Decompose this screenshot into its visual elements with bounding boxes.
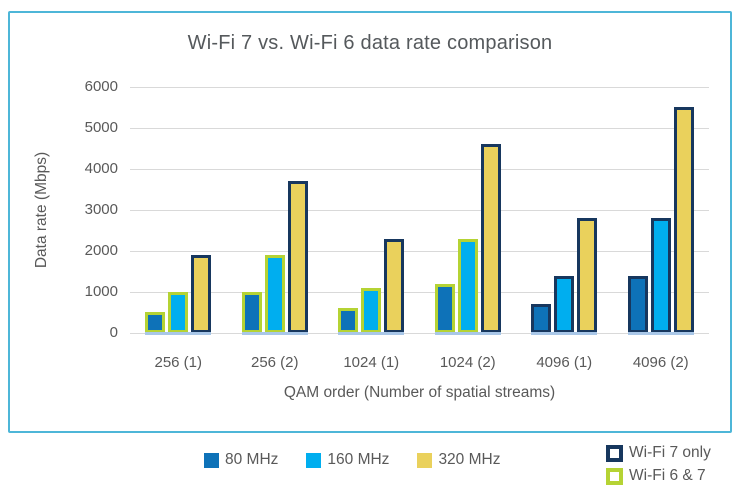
group-baseline <box>434 332 501 335</box>
y-tick-label: 6000 <box>84 78 118 95</box>
bar-groups <box>130 87 710 335</box>
y-tick-label: 1000 <box>84 283 118 300</box>
group-baseline <box>241 332 308 335</box>
legend-swatch-outline <box>606 444 623 462</box>
bar-160mhz-1024-2- <box>457 239 478 333</box>
x-tick-label: 256 (2) <box>250 354 299 371</box>
gridline <box>130 87 709 88</box>
bar-320mhz-256-1- <box>191 255 212 333</box>
legend-swatch-filled <box>204 452 219 468</box>
bar-320mhz-1024-1- <box>384 239 405 333</box>
legend-label: Wi-Fi 6 & 7 <box>629 467 706 484</box>
x-tick-label: 1024 (2) <box>439 354 496 371</box>
y-axis-tick-labels: 6000 5000 4000 3000 2000 1000 0 <box>48 78 118 341</box>
legend-item-wifi6and7: Wi-Fi 6 & 7 <box>606 467 711 485</box>
legend-outline: Wi-Fi 7 only Wi-Fi 6 & 7 <box>606 444 711 485</box>
group-baseline <box>627 332 694 335</box>
x-tick-label: 1024 (1) <box>343 354 400 371</box>
y-tick-label: 4000 <box>84 160 118 177</box>
gridline <box>130 210 709 211</box>
bar-160mhz-4096-2- <box>650 218 671 333</box>
x-axis-tick-labels: 256 (1) 256 (2) 1024 (1) 1024 (2) 4096 (1) 40… <box>130 354 709 371</box>
bar-320mhz-4096-1- <box>577 218 598 333</box>
plot-area <box>130 87 710 335</box>
legend-bandwidth: 80 MHz 160 MHz 320 MHz <box>204 451 500 469</box>
bar-group <box>227 87 324 335</box>
x-tick-label: 256 (1) <box>154 354 203 371</box>
bar-160mhz-256-1- <box>168 292 189 333</box>
x-axis-title: QAM order (Number of spatial streams) <box>283 384 556 401</box>
chart-title: Wi-Fi 7 vs. Wi-Fi 6 data rate comparison <box>187 32 553 54</box>
group-baseline <box>531 332 598 335</box>
chart-frame: Wi-Fi 7 vs. Wi-Fi 6 data rate comparison… <box>8 11 732 433</box>
bar-80mhz-1024-2- <box>434 284 455 333</box>
legend-item-160mhz: 160 MHz <box>306 451 389 469</box>
y-tick-label: 0 <box>109 324 118 341</box>
group-baseline <box>338 332 405 335</box>
bar-group <box>516 87 613 335</box>
gridline <box>130 128 709 129</box>
bar-160mhz-256-2- <box>264 255 285 333</box>
legend-item-wifi7only: Wi-Fi 7 only <box>606 444 711 462</box>
bar-80mhz-1024-1- <box>338 308 359 333</box>
legend-label: 160 MHz <box>327 451 390 468</box>
legend-item-320mhz: 320 MHz <box>417 451 500 469</box>
legend-swatch-filled <box>306 452 322 468</box>
y-tick-label: 3000 <box>84 201 118 218</box>
bar-group <box>613 87 710 335</box>
y-tick-label: 2000 <box>84 242 118 259</box>
bar-80mhz-256-2- <box>241 292 262 333</box>
x-tick-label: 4096 (1) <box>536 354 593 371</box>
gridline <box>130 251 709 252</box>
bar-160mhz-1024-1- <box>361 288 382 333</box>
gridline <box>130 169 709 170</box>
bar-group <box>323 87 420 335</box>
x-tick-label: 4096 (2) <box>632 354 689 371</box>
bar-80mhz-256-1- <box>145 312 166 333</box>
gridline <box>130 333 709 334</box>
bar-group <box>130 87 227 335</box>
bar-160mhz-4096-1- <box>554 276 575 333</box>
legend-swatch-outline <box>606 467 623 485</box>
legend-label: Wi-Fi 7 only <box>629 444 711 461</box>
legend-item-80mhz: 80 MHz <box>204 451 278 469</box>
bar-group <box>420 87 517 335</box>
y-tick-label: 5000 <box>84 119 118 136</box>
bar-80mhz-4096-2- <box>627 276 648 333</box>
legend-label: 320 MHz <box>438 451 501 468</box>
legend-label: 80 MHz <box>225 451 279 468</box>
bar-80mhz-4096-1- <box>531 304 552 333</box>
group-baseline <box>145 332 212 335</box>
bar-320mhz-1024-2- <box>480 144 501 333</box>
legend-swatch-filled <box>417 452 433 468</box>
bar-320mhz-4096-2- <box>673 107 694 333</box>
gridline <box>130 292 709 293</box>
bar-320mhz-256-2- <box>287 181 308 333</box>
